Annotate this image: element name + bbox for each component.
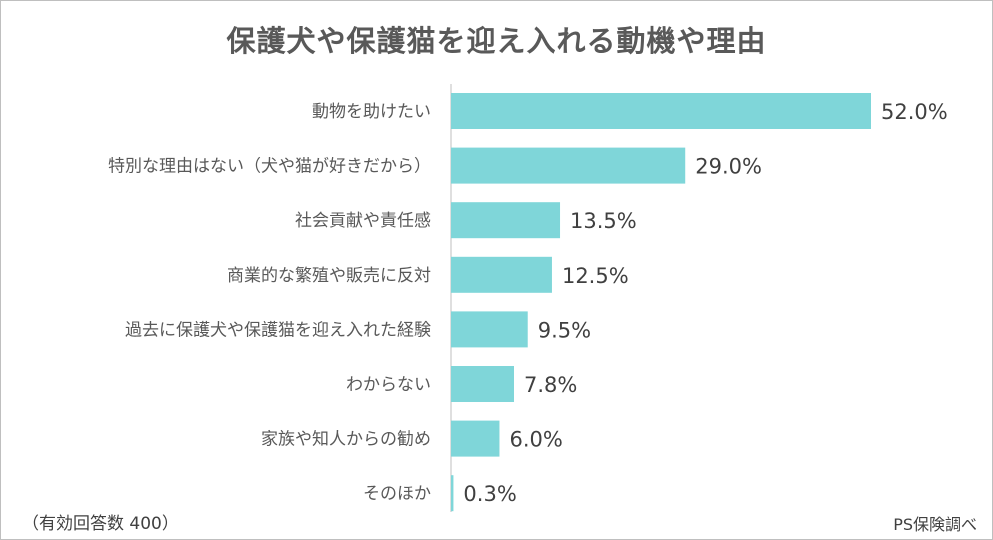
value-label: 13.5% xyxy=(570,209,637,233)
category-label: 社会貢献や責任感 xyxy=(295,211,431,231)
source-label: PS保険調べ xyxy=(893,515,977,534)
bar xyxy=(451,311,528,348)
value-labels: 52.0% 29.0% 13.5% 12.5% 9.5% 7.8% 6.0% 0.3% xyxy=(463,100,947,506)
category-label: 特別な理由はない（犬や猫が好きだから） xyxy=(108,157,431,177)
bar xyxy=(451,256,552,293)
category-label: わからない xyxy=(346,375,431,395)
value-label: 12.5% xyxy=(562,264,629,288)
category-label: 商業的な繁殖や販売に反対 xyxy=(227,266,431,286)
value-label: 0.3% xyxy=(463,482,516,506)
bar xyxy=(451,93,871,129)
category-label: 動物を助けたい xyxy=(312,102,431,122)
bars xyxy=(451,93,871,512)
bar xyxy=(451,147,686,184)
bar xyxy=(451,420,500,457)
value-label: 7.8% xyxy=(524,373,577,397)
value-label: 9.5% xyxy=(538,318,591,342)
category-label: 過去に保護犬や保護猫を迎え入れた経験 xyxy=(125,320,431,340)
bar xyxy=(451,202,561,239)
respondent-count-note: （有効回答数 400） xyxy=(22,514,179,534)
bar xyxy=(451,366,514,402)
chart-title: 保護犬や保護猫を迎え入れる動機や理由 xyxy=(226,24,767,58)
category-label: 家族や知人からの勧め xyxy=(261,430,431,450)
value-label: 52.0% xyxy=(881,100,948,124)
bar xyxy=(451,475,454,512)
value-label: 29.0% xyxy=(695,155,762,179)
category-label: そのほか xyxy=(363,484,431,504)
value-label: 6.0% xyxy=(509,428,562,452)
